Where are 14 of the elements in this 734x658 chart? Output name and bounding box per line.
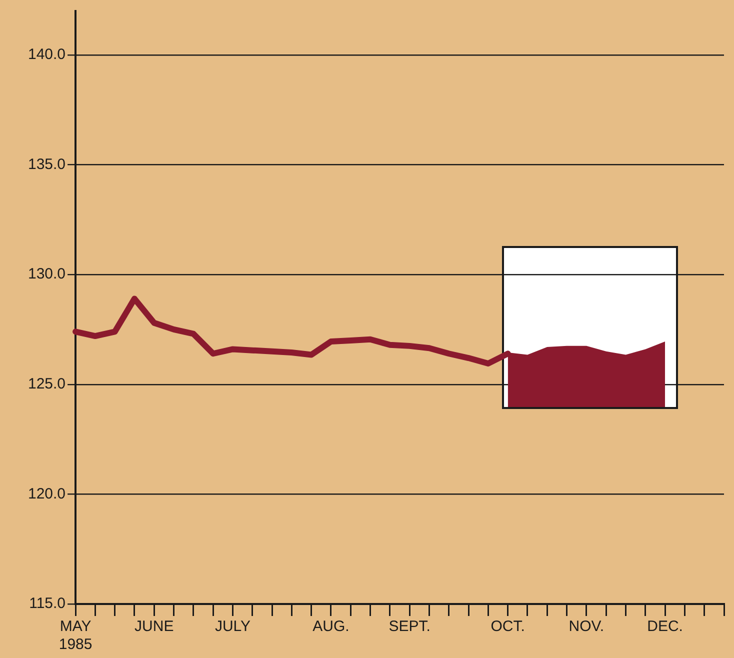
- y-tick-label: 120.0: [28, 485, 66, 502]
- x-tick-label: SEPT.: [388, 618, 430, 636]
- x-tick-label: DEC.: [647, 618, 683, 636]
- y-tick-label: 115.0: [29, 595, 66, 612]
- x-tick-label: OCT.: [490, 618, 525, 636]
- x-tick-label: NOV.: [568, 618, 604, 636]
- x-tick-label: JULY: [214, 618, 251, 636]
- y-tick-label: 125.0: [28, 376, 66, 393]
- x-tick-label: AUG.: [312, 618, 350, 636]
- x-tick-label: MAY 1985: [58, 618, 92, 654]
- x-tick-label: JUNE: [134, 618, 174, 636]
- y-tick-label: 135.0: [28, 156, 66, 173]
- y-tick-label: 130.0: [28, 266, 66, 283]
- y-tick-label: 140.0: [28, 46, 66, 64]
